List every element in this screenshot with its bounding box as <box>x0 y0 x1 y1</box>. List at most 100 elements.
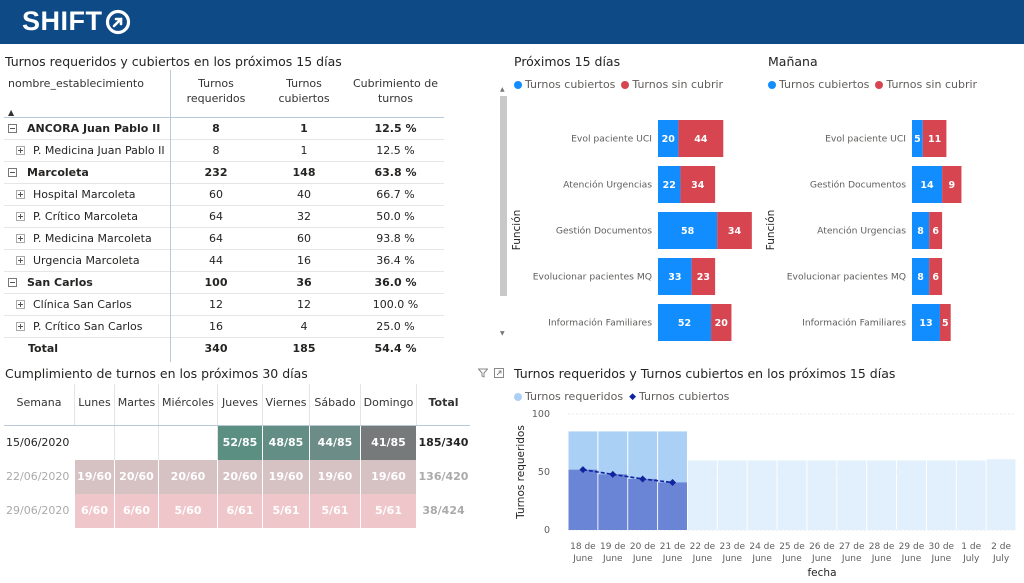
column-header-7[interactable]: Domingo <box>361 384 417 425</box>
bar-requeridos[interactable] <box>926 460 956 530</box>
column-header-cubrimiento[interactable]: Cubrimiento de turnos <box>352 77 438 105</box>
row-cubrimiento: 36.4 % <box>376 253 415 267</box>
column-header-6[interactable]: Sábado <box>310 384 361 425</box>
bar-cubiertos[interactable] <box>658 166 681 203</box>
category-label: Evolucionar pacientes MQ <box>533 272 652 283</box>
week-label: 29/06/2020 <box>4 494 75 528</box>
bar-requeridos[interactable] <box>717 460 747 530</box>
bar-requeridos[interactable] <box>986 459 1016 530</box>
point-cubiertos[interactable] <box>579 466 587 474</box>
day-cell: 48/85 <box>263 426 310 460</box>
row-cubrimiento: 100.0 % <box>372 297 419 311</box>
legend-item-sin-cubrir[interactable]: Turnos sin cubrir <box>621 78 723 91</box>
column-header-2[interactable]: Martes <box>115 384 159 425</box>
y-tick-label: 0 <box>544 525 550 536</box>
bar-cubiertos[interactable] <box>912 258 930 295</box>
column-header-8[interactable]: Total <box>428 396 459 409</box>
bar-requeridos[interactable] <box>687 460 717 530</box>
bar-cubiertos[interactable] <box>658 120 679 157</box>
bar-cubiertos-fill[interactable] <box>628 478 658 530</box>
bar-sin-cubrir[interactable] <box>929 212 943 249</box>
chart-next15-legend: Turnos cubiertos Turnos sin cubrir <box>514 78 729 91</box>
column-header-cubiertos[interactable]: Turnos cubiertos <box>278 77 330 105</box>
column-header-3[interactable]: Miércoles <box>159 384 218 425</box>
point-cubiertos[interactable] <box>669 478 677 486</box>
bar-cubiertos[interactable] <box>912 166 943 203</box>
row-cubrimiento: 66.7 % <box>376 187 415 201</box>
bar-cubiertos[interactable] <box>912 304 940 341</box>
scroll-down-icon[interactable]: ▼ <box>500 330 505 337</box>
bar-cubiertos[interactable] <box>912 212 930 249</box>
expand-icon[interactable] <box>16 212 25 221</box>
legend-item-sin-cubrir[interactable]: Turnos sin cubrir <box>875 78 977 91</box>
bar-cubiertos[interactable] <box>912 120 923 157</box>
bar-sin-cubrir[interactable] <box>717 212 752 249</box>
legend-item-cubiertos[interactable]: Turnos cubiertos <box>768 78 869 91</box>
bar-cubiertos[interactable] <box>658 212 718 249</box>
expand-icon[interactable] <box>16 256 25 265</box>
bar-sin-cubrir[interactable] <box>711 304 732 341</box>
bar-cubiertos-fill[interactable] <box>568 469 598 530</box>
bar-requeridos[interactable] <box>837 460 867 530</box>
data-label: 23 <box>697 272 710 283</box>
data-label: 34 <box>691 180 705 191</box>
expand-icon[interactable] <box>16 234 25 243</box>
bar-requeridos[interactable] <box>897 460 926 530</box>
expand-icon[interactable] <box>16 300 25 309</box>
bar-sin-cubrir[interactable] <box>942 166 962 203</box>
column-header-5[interactable]: Viernes <box>263 384 310 425</box>
logo-arrow-icon <box>105 9 130 34</box>
legend-item-cubiertos[interactable]: ◆ Turnos cubiertos <box>629 390 730 403</box>
expand-icon[interactable] <box>16 190 25 199</box>
bar-requeridos[interactable] <box>807 460 837 530</box>
bar-cubiertos-fill[interactable] <box>598 474 628 530</box>
row-requeridos: 8 <box>212 121 220 135</box>
bar-requeridos[interactable] <box>956 460 986 530</box>
bar-sin-cubrir[interactable] <box>680 166 716 203</box>
x-tick-label: June <box>901 554 922 564</box>
column-header-establecimiento[interactable]: nombre_establecimiento ▲ <box>4 70 171 117</box>
filter-icon[interactable] <box>478 368 488 378</box>
y-tick-label: 100 <box>532 409 550 420</box>
day-cell: 6/60 <box>115 494 159 528</box>
bar-cubiertos-fill[interactable] <box>658 482 687 530</box>
bar-cubiertos[interactable] <box>658 258 692 295</box>
collapse-icon[interactable] <box>8 124 17 133</box>
category-label: Evol paciente UCI <box>825 134 906 145</box>
bar-sin-cubrir[interactable] <box>691 258 716 295</box>
scrollbar[interactable] <box>500 96 507 296</box>
day-cell: 5/61 <box>263 494 310 528</box>
collapse-icon[interactable] <box>8 168 17 177</box>
focus-mode-icon[interactable] <box>494 368 504 378</box>
bar-requeridos[interactable] <box>747 460 777 530</box>
column-header-1[interactable]: Lunes <box>75 384 115 425</box>
bar-cubiertos[interactable] <box>658 304 712 341</box>
expand-icon[interactable] <box>16 146 25 155</box>
scroll-up-icon[interactable]: ▲ <box>500 86 505 93</box>
day-cell <box>75 426 115 460</box>
column-header-0[interactable]: Semana <box>4 384 75 425</box>
collapse-icon[interactable] <box>8 278 17 287</box>
bar-sin-cubrir[interactable] <box>678 120 724 157</box>
chart-combo-title: Turnos requeridos y Turnos cubiertos en … <box>514 366 896 381</box>
column-header-4[interactable]: Jueves <box>218 384 263 425</box>
bar-sin-cubrir[interactable] <box>929 258 943 295</box>
bar-requeridos[interactable] <box>867 460 897 530</box>
sort-ascending-icon[interactable]: ▲ <box>8 108 15 117</box>
bar-sin-cubrir[interactable] <box>922 120 947 157</box>
data-label: 20 <box>715 318 729 329</box>
legend-item-cubiertos[interactable]: Turnos cubiertos <box>514 78 615 91</box>
x-tick-label: 23 de <box>719 542 745 552</box>
column-header-requeridos[interactable]: Turnos requeridos <box>186 77 246 105</box>
x-tick-label: 29 de <box>899 542 925 552</box>
point-cubiertos[interactable] <box>609 470 617 478</box>
bar-sin-cubrir[interactable] <box>939 304 951 341</box>
row-name: P. Crítico Marcoleta <box>4 205 171 228</box>
bar-requeridos[interactable] <box>777 460 807 530</box>
point-cubiertos[interactable] <box>639 475 647 483</box>
coverage-total-row: Total 340 185 54.4 % <box>4 336 444 362</box>
group-row: San Carlos 100 36 36.0 % <box>4 271 444 294</box>
expand-icon[interactable] <box>16 322 25 331</box>
x-tick-label: 18 de <box>570 542 596 552</box>
legend-item-requeridos[interactable]: Turnos requeridos <box>514 390 623 403</box>
